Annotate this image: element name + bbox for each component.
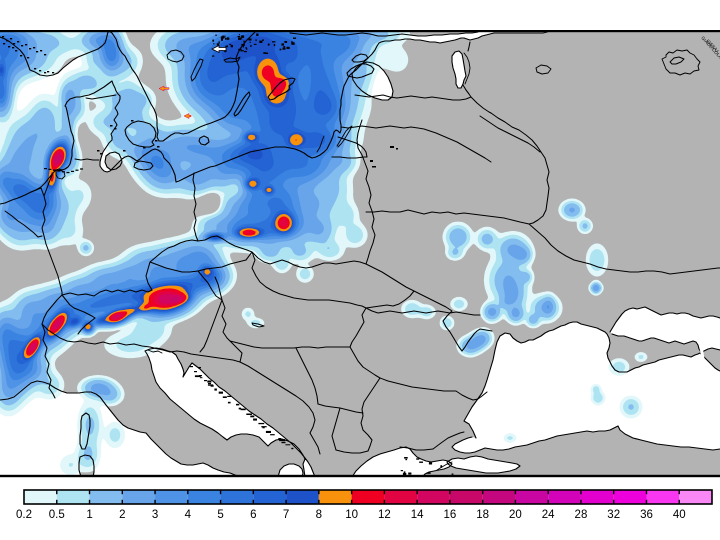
svg-text:40: 40: [673, 509, 686, 521]
svg-text:2: 2: [119, 509, 125, 521]
svg-text:16: 16: [444, 509, 457, 521]
svg-text:12: 12: [378, 509, 391, 521]
svg-text:18: 18: [476, 509, 489, 521]
svg-text:10: 10: [345, 509, 358, 521]
svg-text:36: 36: [640, 509, 653, 521]
svg-text:7: 7: [283, 509, 289, 521]
svg-text:0.5: 0.5: [49, 509, 65, 521]
svg-text:24: 24: [542, 509, 555, 521]
svg-text:4: 4: [185, 509, 192, 521]
svg-text:20: 20: [509, 509, 522, 521]
svg-text:8: 8: [316, 509, 322, 521]
svg-text:0.2: 0.2: [16, 509, 32, 521]
svg-text:6: 6: [250, 509, 256, 521]
svg-text:5: 5: [217, 509, 223, 521]
svg-text:28: 28: [575, 509, 588, 521]
svg-text:14: 14: [411, 509, 424, 521]
svg-text:32: 32: [607, 509, 620, 521]
svg-text:3: 3: [152, 509, 158, 521]
svg-text:1: 1: [86, 509, 92, 521]
